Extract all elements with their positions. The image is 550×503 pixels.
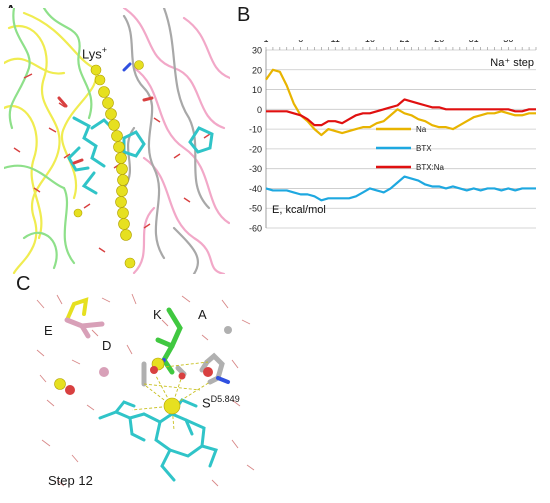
- lys-charge-superscript: +: [101, 45, 108, 55]
- y-tick-label: 20: [252, 65, 262, 75]
- lys-residue-label: Lys+: [82, 45, 107, 61]
- series-line-btx: [265, 175, 536, 202]
- x-tick-label: 6: [298, 40, 303, 44]
- panel-c-letter: C: [16, 273, 31, 295]
- y-tick-label: 0: [257, 105, 262, 115]
- panel-c-structure-graphic: [32, 290, 262, 495]
- x-tick-label: 16: [365, 40, 375, 44]
- panel-c-structure: E D K A SD5.849 Step 12: [32, 290, 262, 495]
- residue-s-name: S: [202, 395, 211, 411]
- y-tick-label: -40: [249, 184, 262, 194]
- x-tick-label: 21: [399, 40, 409, 44]
- legend-label-btx: BTX: [416, 144, 432, 153]
- y-tick-label: -10: [249, 125, 262, 135]
- y-tick-label: 10: [252, 85, 262, 95]
- residue-d-label: D: [102, 338, 112, 353]
- x-axis-label: Na⁺ step: [490, 57, 534, 69]
- y-tick-label: 30: [252, 46, 262, 56]
- legend-label-na: Na: [416, 125, 427, 134]
- lys-residue-name: Lys: [82, 46, 102, 62]
- y-tick-label: -30: [249, 164, 262, 174]
- x-tick-label: 1: [263, 40, 268, 44]
- panel-a-structure: Lys+: [4, 8, 230, 274]
- y-tick-label: -20: [249, 144, 262, 154]
- step-label: Step 12: [48, 473, 93, 488]
- residue-s-label: SD5.849: [202, 394, 240, 410]
- x-tick-label: 36: [503, 40, 513, 44]
- x-tick-label: 11: [331, 40, 340, 44]
- series-line-btx-na: [266, 98, 536, 127]
- energy-chart-svg: 3020100-10-20-30-40-50-6016111621263136N…: [249, 34, 537, 234]
- panel-b-letter: B: [237, 4, 251, 26]
- residue-e-label: E: [44, 323, 53, 338]
- y-tick-label: -60: [249, 224, 262, 234]
- residue-k-label: K: [153, 307, 162, 322]
- panel-a-structure-graphic: [4, 8, 230, 274]
- x-tick-label: 26: [434, 40, 444, 44]
- y-tick-label: -50: [249, 204, 262, 214]
- legend-label-btx-na: BTX:Na: [416, 163, 445, 172]
- y-axis-label: E, kcal/mol: [272, 204, 326, 216]
- x-tick-label: 31: [469, 40, 479, 44]
- series-line-na: [265, 68, 536, 137]
- energy-chart: 3020100-10-20-30-40-50-6016111621263136N…: [236, 34, 546, 236]
- residue-a-label: A: [198, 307, 207, 322]
- residue-s-superscript: D5.849: [210, 394, 240, 404]
